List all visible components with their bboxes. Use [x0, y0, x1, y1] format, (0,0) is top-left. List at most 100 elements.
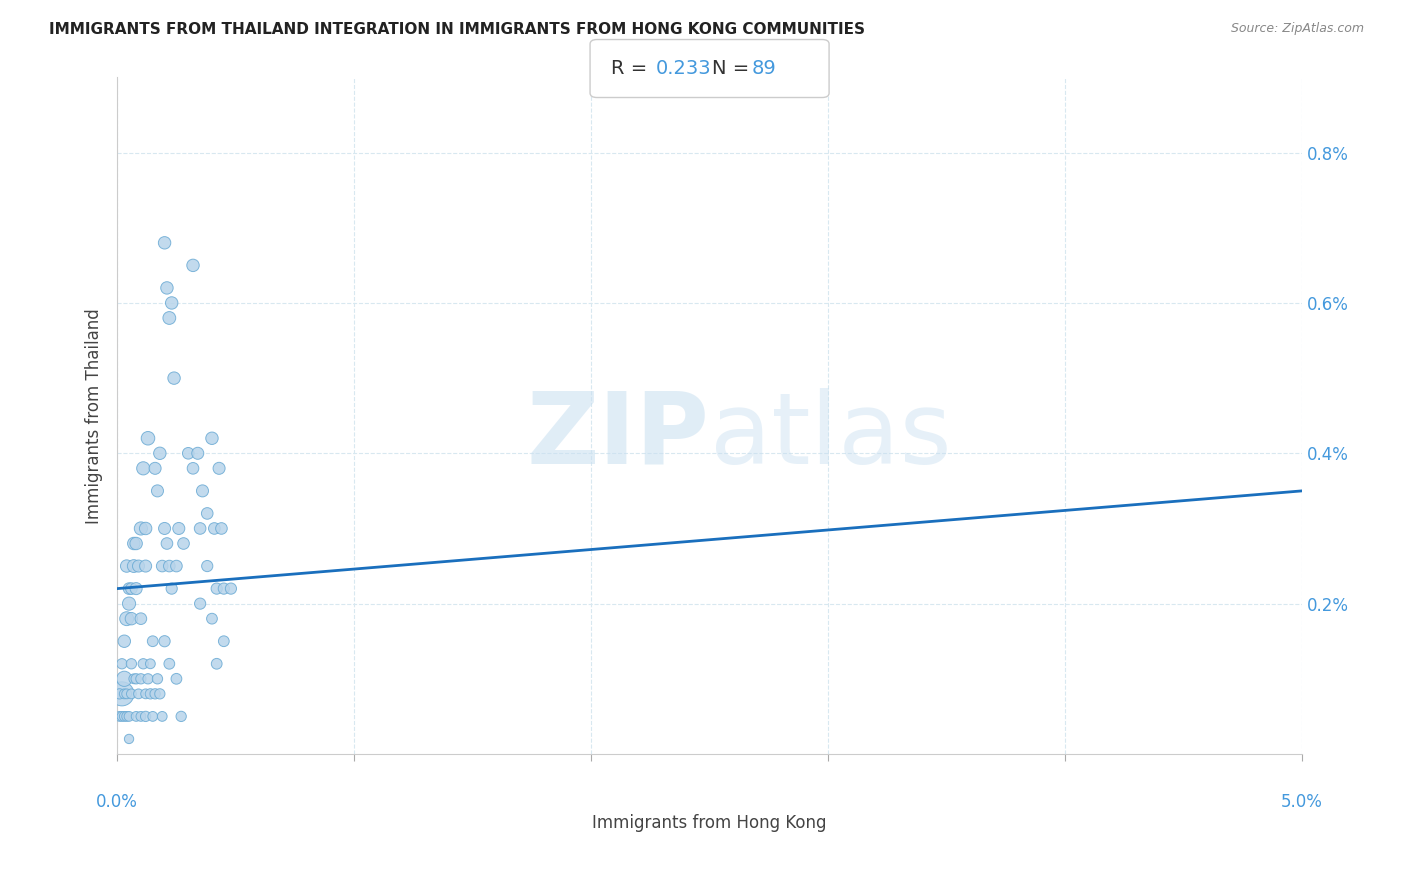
Point — [136, 672, 159, 686]
Point — [208, 461, 231, 475]
Point — [120, 612, 142, 626]
Point — [170, 709, 193, 723]
Point — [120, 657, 142, 671]
Point — [202, 521, 225, 535]
Point — [132, 461, 155, 475]
Point — [112, 672, 135, 686]
Point — [112, 709, 135, 723]
Point — [135, 687, 157, 701]
Point — [195, 507, 218, 521]
Point — [112, 634, 135, 648]
Point — [212, 582, 235, 596]
Point — [128, 687, 150, 701]
Point — [125, 582, 148, 596]
Point — [157, 657, 180, 671]
Point — [118, 731, 141, 746]
Point — [139, 687, 162, 701]
Point — [188, 521, 211, 535]
Point — [160, 582, 183, 596]
Point — [146, 672, 169, 686]
Point — [142, 709, 165, 723]
Point — [132, 657, 155, 671]
Point — [128, 559, 150, 574]
Text: Source: ZipAtlas.com: Source: ZipAtlas.com — [1230, 22, 1364, 36]
Point — [201, 612, 224, 626]
Point — [219, 582, 242, 596]
Point — [149, 446, 172, 460]
Text: atlas: atlas — [710, 387, 952, 484]
Point — [205, 657, 228, 671]
Point — [125, 709, 148, 723]
Point — [142, 634, 165, 648]
Point — [136, 431, 159, 445]
Point — [118, 597, 141, 611]
Point — [143, 461, 166, 475]
Point — [112, 687, 135, 701]
Point — [115, 612, 138, 626]
Point — [201, 431, 224, 445]
Point — [163, 371, 186, 385]
Text: 5.0%: 5.0% — [1281, 793, 1323, 811]
Point — [108, 709, 131, 723]
Point — [146, 483, 169, 498]
Point — [139, 657, 162, 671]
Point — [212, 634, 235, 648]
Point — [165, 559, 187, 574]
Point — [195, 559, 218, 574]
Point — [187, 446, 209, 460]
Point — [156, 281, 179, 295]
Text: 0.0%: 0.0% — [96, 793, 138, 811]
Point — [173, 536, 195, 550]
Point — [120, 687, 142, 701]
Point — [153, 634, 176, 648]
Point — [156, 536, 179, 550]
Point — [181, 461, 204, 475]
Point — [111, 657, 134, 671]
Point — [122, 536, 145, 550]
Point — [205, 582, 228, 596]
Point — [188, 597, 211, 611]
Point — [135, 559, 157, 574]
Text: 0.233: 0.233 — [657, 59, 711, 78]
Point — [108, 687, 131, 701]
Point — [153, 235, 176, 250]
Point — [129, 612, 152, 626]
Point — [122, 559, 145, 574]
Point — [125, 672, 148, 686]
Text: IMMIGRANTS FROM THAILAND INTEGRATION IN IMMIGRANTS FROM HONG KONG COMMUNITIES: IMMIGRANTS FROM THAILAND INTEGRATION IN … — [49, 22, 865, 37]
Point — [149, 687, 172, 701]
Point — [118, 709, 141, 723]
Point — [135, 709, 157, 723]
X-axis label: Immigrants from Hong Kong: Immigrants from Hong Kong — [592, 814, 827, 832]
Text: N =: N = — [713, 59, 756, 78]
Point — [167, 521, 190, 535]
Point — [111, 687, 134, 701]
Point — [125, 536, 148, 550]
Point — [191, 483, 214, 498]
Point — [160, 296, 183, 310]
Text: 89: 89 — [752, 59, 776, 78]
Point — [129, 672, 152, 686]
Point — [129, 521, 152, 535]
Point — [115, 709, 138, 723]
Point — [118, 582, 141, 596]
Point — [150, 559, 173, 574]
Text: R =: R = — [612, 59, 654, 78]
Point — [181, 258, 204, 272]
Point — [177, 446, 200, 460]
Point — [115, 559, 138, 574]
Point — [165, 672, 187, 686]
Point — [122, 672, 145, 686]
Text: ZIP: ZIP — [527, 387, 710, 484]
Point — [157, 559, 180, 574]
Point — [143, 687, 166, 701]
Point — [115, 687, 138, 701]
Point — [129, 709, 152, 723]
Point — [150, 709, 173, 723]
Point — [153, 521, 176, 535]
Point — [135, 521, 157, 535]
Point — [120, 582, 142, 596]
Point — [157, 310, 180, 325]
Point — [211, 521, 233, 535]
Point — [111, 709, 134, 723]
